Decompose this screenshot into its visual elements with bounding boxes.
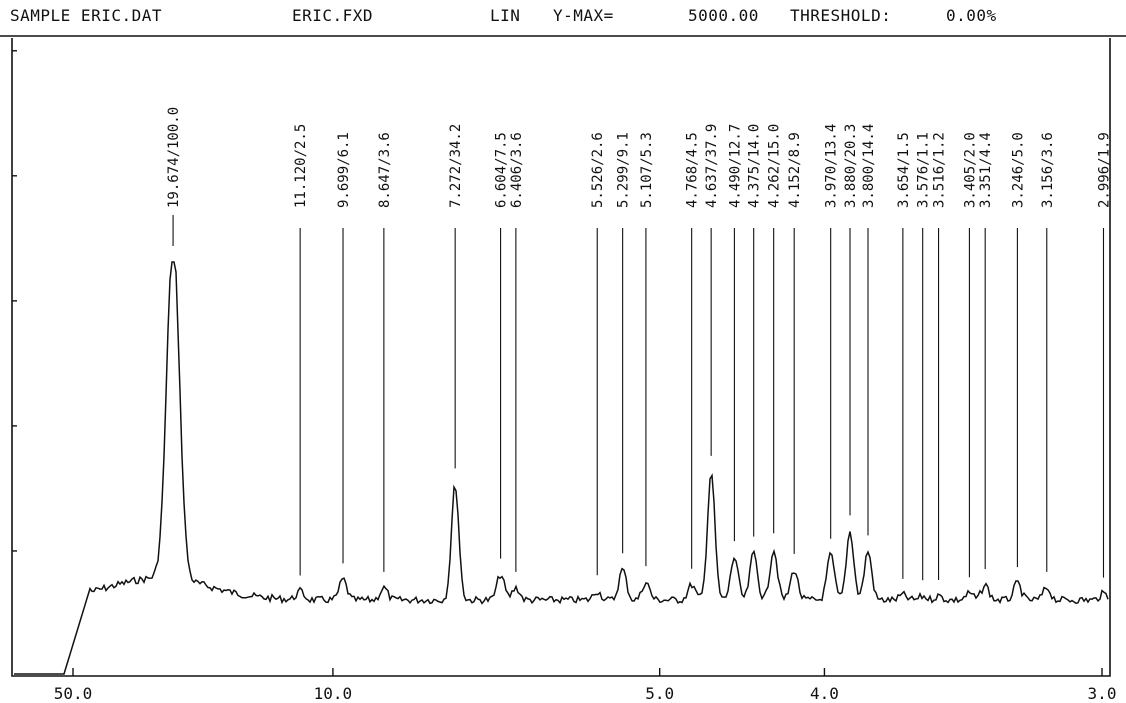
peak-label: 3.156/3.6 bbox=[1040, 132, 1056, 208]
peak-label: 7.272/34.2 bbox=[448, 124, 464, 208]
peak-label: 4.768/4.5 bbox=[685, 132, 701, 208]
peak-label: 3.880/20.3 bbox=[843, 124, 859, 208]
plot-frame-line bbox=[11, 38, 1111, 677]
peak-label: 2.996/1.9 bbox=[1096, 132, 1112, 208]
peak-label: 6.604/7.5 bbox=[494, 132, 510, 208]
x-tick-label: 10.0 bbox=[314, 684, 353, 703]
peak-label: 5.107/5.3 bbox=[639, 132, 655, 208]
plot-frame bbox=[0, 35, 1126, 677]
ymax-value: 5000.00 bbox=[688, 6, 759, 25]
x-ticks: 50.0 10.0 5.0 4.0 3.0 bbox=[54, 668, 1117, 703]
peak-label: 5.526/2.6 bbox=[590, 132, 606, 208]
peak-label: 4.262/15.0 bbox=[767, 124, 783, 208]
peak-label: 3.405/2.0 bbox=[962, 132, 978, 208]
peak-label: 4.637/37.9 bbox=[704, 124, 720, 208]
peak-label: 19.674/100.0 bbox=[166, 107, 182, 208]
peak-label: 8.647/3.6 bbox=[377, 132, 393, 208]
x-tick-label: 3.0 bbox=[1088, 684, 1117, 703]
scale-mode: LIN bbox=[490, 6, 521, 25]
peak-label: 11.120/2.5 bbox=[293, 124, 309, 208]
y-ticks bbox=[12, 50, 17, 552]
ymax-label: Y-MAX= bbox=[553, 6, 614, 25]
sample-name: SAMPLE ERIC.DAT bbox=[10, 6, 162, 25]
x-tick-label: 50.0 bbox=[54, 684, 93, 703]
threshold-value: 0.00% bbox=[946, 6, 997, 25]
x-tick-label: 4.0 bbox=[810, 684, 839, 703]
pattern-line bbox=[14, 261, 1109, 675]
threshold-label: THRESHOLD: bbox=[790, 6, 892, 25]
pattern-trace bbox=[14, 261, 1109, 675]
peak-label: 3.576/1.1 bbox=[916, 132, 932, 208]
peak-markers bbox=[172, 215, 1105, 581]
peak-label: 3.516/1.2 bbox=[932, 132, 948, 208]
peak-label: 5.299/9.1 bbox=[616, 132, 632, 208]
peak-label: 3.351/4.4 bbox=[978, 132, 994, 208]
x-tick-label: 5.0 bbox=[645, 684, 674, 703]
peak-labels: 19.674/100.0 11.120/2.5 9.699/6.1 8.647/3.6… bbox=[166, 107, 1112, 208]
peak-label: 4.490/12.7 bbox=[727, 124, 743, 208]
peak-label: 6.406/3.6 bbox=[509, 132, 525, 208]
peak-label: 3.800/14.4 bbox=[861, 124, 877, 208]
peak-label: 4.375/14.0 bbox=[747, 124, 763, 208]
peak-label: 9.699/6.1 bbox=[336, 132, 352, 208]
peak-label: 3.970/13.4 bbox=[824, 124, 840, 208]
peak-label: 4.152/8.9 bbox=[787, 132, 803, 208]
peak-label: 3.654/1.5 bbox=[896, 132, 912, 208]
peak-label: 3.246/5.0 bbox=[1010, 132, 1026, 208]
file-name: ERIC.FXD bbox=[292, 6, 374, 25]
